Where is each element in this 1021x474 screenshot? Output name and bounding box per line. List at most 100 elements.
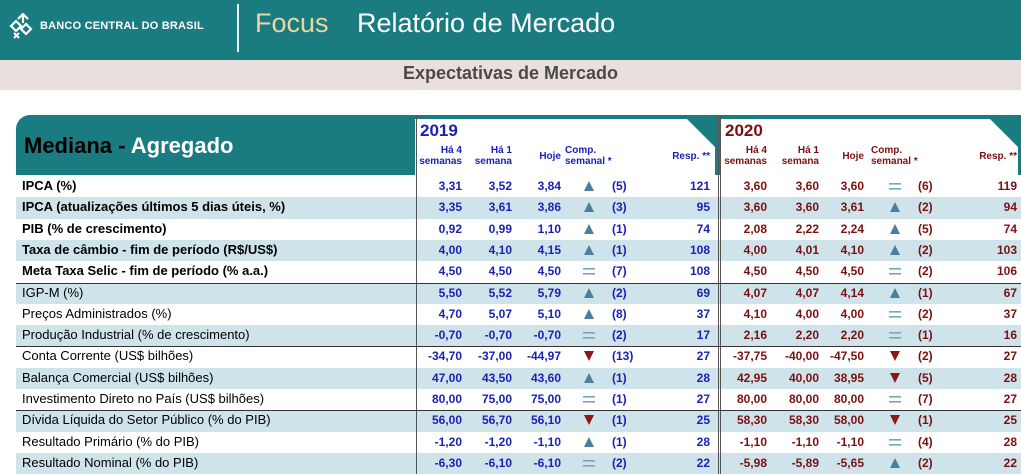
- cell-resp: 37: [696, 306, 710, 321]
- cell-weeks: (1): [612, 242, 627, 257]
- cell-resp: 27: [696, 392, 710, 406]
- cell-ha1: 40,00: [788, 370, 819, 385]
- col-ha4-line2: semanas: [724, 156, 767, 167]
- cell-weeks: (1): [612, 413, 627, 428]
- col-comp-line1: Comp.: [565, 145, 597, 156]
- trend-up-icon: [584, 372, 594, 383]
- trend-up-icon: [584, 436, 594, 447]
- trend-up-icon: [890, 457, 900, 468]
- col-ha1-line1: Há 1: [490, 145, 512, 156]
- row-label: Resultado Nominal (% do PIB): [22, 454, 199, 470]
- row-label: PIB (% de crescimento): [22, 220, 167, 236]
- cell-hoje: 1,10: [537, 221, 561, 236]
- trend-up-icon: [584, 223, 594, 234]
- table-row: Meta Taxa Selic - fim de período (% a.a.…: [16, 261, 1021, 282]
- cell-ha4: 5,50: [438, 285, 462, 300]
- cell-hoje: 3,84: [537, 179, 561, 193]
- cell-ha1: 3,61: [488, 200, 512, 215]
- cell-resp: 95: [696, 200, 710, 215]
- cell-hoje: -5,65: [836, 455, 864, 470]
- cell-weeks: (5): [612, 179, 627, 193]
- cell-resp: 103: [996, 242, 1017, 257]
- cell-weeks: (7): [918, 392, 933, 406]
- cell-ha4: -0,70: [434, 328, 462, 343]
- col-comp-line1: Comp.: [871, 145, 903, 156]
- cell-ha1: 2,22: [795, 221, 819, 236]
- row-label: IPCA (%): [22, 178, 77, 193]
- table-row: IPCA (%): [16, 176, 1021, 197]
- year-box-2020: [720, 119, 1018, 175]
- cell-ha4: 3,60: [743, 179, 767, 193]
- cell-ha1: 4,07: [795, 285, 819, 300]
- year-2020: 2020: [725, 121, 763, 140]
- cell-ha4: 3,31: [438, 179, 462, 193]
- row-label: Resultado Primário (% do PIB): [22, 433, 200, 449]
- row-label: Investimento Direto no País (US$ bilhões…: [22, 391, 265, 406]
- cell-resp: 28: [696, 434, 710, 449]
- row-label: IGP-M (%): [22, 284, 84, 300]
- trend-up-icon: [584, 181, 594, 191]
- cell-ha4: 3,35: [438, 200, 462, 215]
- col-comp-2019: Comp. semanal *: [565, 145, 612, 167]
- cell-ha4: 42,95: [736, 370, 767, 385]
- col-resp-2019: Resp. **: [672, 151, 710, 162]
- trend-up-icon: [584, 308, 594, 319]
- bank-name: BANCO CENTRAL DO BRASIL: [40, 20, 204, 32]
- cell-resp: 74: [1003, 221, 1017, 236]
- cell-ha4: 2,16: [743, 328, 767, 343]
- cell-hoje: 58,00: [833, 413, 864, 428]
- cell-weeks: (2): [918, 264, 933, 279]
- cell-hoje: 2,20: [840, 328, 864, 343]
- bank-logo[interactable]: BANCO CENTRAL DO BRASIL: [8, 10, 204, 42]
- column-divider: [720, 115, 721, 474]
- table-row: PIB (% de crescimento): [16, 219, 1021, 240]
- row-label: Dívida Líquida do Setor Público (% do PI…: [22, 412, 271, 428]
- cell-weeks: (1): [918, 328, 933, 343]
- cell-hoje: 4,00: [840, 306, 864, 321]
- group-separator: [16, 346, 1021, 348]
- cell-weeks: (1): [918, 285, 933, 300]
- cell-hoje: 4,50: [840, 264, 864, 279]
- row-label: Produção Industrial (% de crescimento): [22, 327, 250, 343]
- cell-hoje: 3,60: [840, 179, 864, 193]
- col-ha1-2019: Há 1 semana: [466, 145, 512, 167]
- cell-ha1: 43,50: [481, 370, 512, 385]
- year-2019: 2019: [420, 121, 458, 140]
- table-row: IPCA (atualizações últimos 5 dias úteis,…: [16, 197, 1021, 219]
- table-row: Taxa de câmbio - fim de período (R$/US$): [16, 239, 1021, 262]
- cell-ha4: 4,50: [438, 264, 462, 279]
- trend-eq-icon: [889, 332, 901, 339]
- cell-resp: 108: [689, 242, 710, 257]
- cell-hoje: 4,50: [537, 264, 561, 279]
- table-row: Dívida Líquida do Setor Público (% do PI…: [16, 410, 1021, 432]
- cell-ha1: -5,89: [791, 455, 819, 470]
- top-header-bar: [0, 0, 1021, 60]
- cell-resp: 27: [696, 349, 710, 364]
- cell-ha1: -40,00: [784, 349, 819, 364]
- group-separator: [16, 282, 1021, 284]
- cell-ha1: -1,10: [791, 434, 819, 449]
- cell-weeks: (4): [918, 434, 933, 449]
- table-row: Investimento Direto no País (US$ bilhões…: [16, 389, 1021, 410]
- table-row: Resultado Nominal (% do PIB): [16, 452, 1021, 474]
- column-divider: [718, 115, 719, 474]
- trend-up-icon: [584, 244, 594, 255]
- cell-hoje: -1,10: [836, 434, 864, 449]
- cell-ha4: 3,60: [743, 200, 767, 215]
- cell-ha1: 3,60: [795, 179, 819, 193]
- cell-resp: 28: [1003, 434, 1017, 449]
- row-label: Preços Administrados (%): [22, 305, 172, 321]
- cell-hoje: -1,10: [533, 434, 561, 449]
- cell-ha4: -1,20: [434, 434, 462, 449]
- cell-ha4: 47,00: [431, 370, 462, 385]
- cell-weeks: (2): [918, 455, 933, 470]
- col-ha4-2020: Há 4 semanas: [722, 145, 767, 167]
- cell-resp: 16: [1003, 328, 1017, 343]
- cell-hoje: 75,00: [530, 392, 561, 406]
- cell-weeks: (5): [918, 370, 933, 385]
- focus-title: Focus: [255, 8, 329, 38]
- cell-ha1: 80,00: [788, 392, 819, 406]
- cell-resp: 17: [696, 328, 710, 343]
- trend-up-icon: [890, 223, 900, 234]
- trend-eq-icon: [583, 459, 595, 467]
